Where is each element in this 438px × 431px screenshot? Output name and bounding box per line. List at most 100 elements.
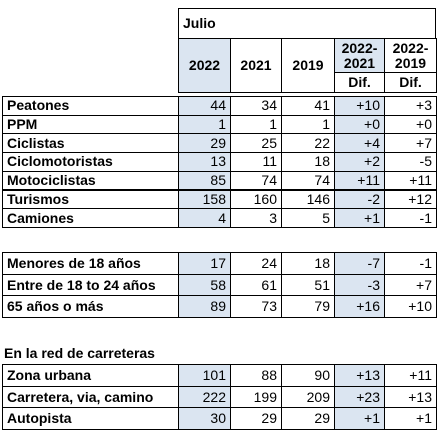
value-cell: +7 [384,133,437,154]
cell-text: 2021 [343,54,376,71]
value-cell: +13 [334,364,385,387]
cell-text: +11 [357,172,380,189]
column-subheader: Dif. [334,72,385,93]
cell-text: +2 [364,153,380,170]
cell-text: 89 [210,298,226,315]
value-cell: +16 [334,295,385,319]
cell-text: +16 [356,298,380,315]
cell-text: 29 [210,134,226,151]
value-cell: 89 [178,295,231,319]
row-label: Peatones [2,96,179,116]
cell-text: +7 [416,134,432,151]
cell-text: Entre de 18 to 24 años [7,276,156,293]
value-cell: -5 [384,152,437,172]
value-cell: 29 [230,407,282,431]
value-cell: +11 [334,170,385,191]
cell-text: 4 [218,209,226,226]
value-cell: 29 [178,133,231,154]
value-cell: 29 [281,407,335,431]
value-cell: 1 [281,114,335,135]
value-cell: +11 [384,364,437,387]
value-cell: 61 [230,273,282,297]
value-cell: +0 [384,114,437,135]
cell-text: 1 [218,116,226,133]
row-label: 65 años o más [2,295,179,319]
value-cell: +23 [334,385,385,409]
cell-text: 222 [202,388,226,405]
row-label: Entre de 18 to 24 años [2,273,179,297]
value-cell: 17 [178,252,231,275]
cell-text: 18 [314,153,330,170]
value-cell: 88 [230,364,282,387]
cell-text: +3 [416,97,432,114]
cell-text: 5 [322,209,330,226]
value-cell: +4 [334,133,385,154]
cell-text: +12 [408,190,432,207]
cell-text: 2019 [292,57,324,73]
value-cell: 85 [178,170,231,191]
cell-text: 24 [261,254,277,271]
cell-text: +13 [408,388,432,405]
value-cell: +13 [384,385,437,409]
cell-text: +1 [416,410,432,427]
value-cell: 25 [230,133,282,154]
column-header: 2021 [230,38,282,93]
value-cell: +1 [334,407,385,431]
value-cell: 158 [178,189,231,210]
cell-text: 90 [314,366,330,383]
value-cell: 199 [230,385,282,409]
month-header: Julio [178,8,436,39]
cell-text: Dif. [399,74,422,90]
row-label: Ciclistas [2,133,179,154]
value-cell: 41 [281,96,335,116]
cell-text: -7 [367,254,380,271]
row-label: Menores de 18 años [2,252,179,275]
value-cell: 30 [178,407,231,431]
cell-text: Julio [183,15,216,31]
cell-text: Turismos [7,190,69,207]
value-cell: +7 [384,273,437,297]
cell-text: 58 [210,276,226,293]
cell-text: Zona urbana [7,366,92,383]
value-cell: 74 [281,170,335,191]
value-cell: 222 [178,385,231,409]
cell-text: -3 [367,276,380,293]
value-cell: 34 [230,96,282,116]
cell-text: Ciclistas [7,134,65,151]
value-cell: +2 [334,152,385,172]
value-cell: -1 [384,208,437,228]
cell-text: Ciclomotoristas [7,153,113,170]
column-subheader: Dif. [384,72,437,93]
value-cell: 3 [230,208,282,228]
value-cell: +1 [334,208,385,228]
value-cell: +10 [384,295,437,319]
cell-text: 74 [261,172,277,189]
cell-text: Carretera, via, camino [7,388,154,405]
cell-text: 85 [210,172,226,189]
value-cell: +10 [334,96,385,116]
cell-text: +11 [409,172,432,189]
value-cell: -7 [334,252,385,275]
row-label: Motociclistas [2,170,179,191]
cell-text: 1 [322,116,330,133]
value-cell: 101 [178,364,231,387]
cell-text: 2022 [188,57,221,73]
value-cell: 58 [178,273,231,297]
row-label: Turismos [2,189,179,210]
column-header: 2019 [281,38,335,93]
cell-text: 2022- [392,39,429,56]
cell-text: 61 [261,276,277,293]
column-header: 2022- 2021 [334,38,385,73]
cell-text: +7 [416,276,432,293]
value-cell: 146 [281,189,335,210]
cell-text: -1 [419,254,432,271]
cell-text: 2019 [394,54,427,71]
value-cell: 24 [230,252,282,275]
cell-text: 2021 [240,57,272,73]
cell-text: 209 [306,388,330,405]
row-label: Camiones [2,208,179,228]
cell-text: 17 [210,254,226,271]
section-title: En la red de carreteras [0,343,300,363]
cell-text: 25 [261,134,277,151]
